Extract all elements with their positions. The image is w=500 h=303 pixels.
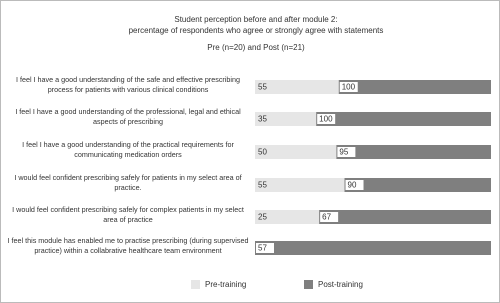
label-box xyxy=(345,180,364,190)
bar-segment xyxy=(344,178,491,192)
bar-segment xyxy=(255,145,337,159)
data-label: 25 xyxy=(258,213,267,222)
data-label: 50 xyxy=(258,148,267,157)
category-label: I feel I have a good understanding of th… xyxy=(15,75,241,94)
category-label: I feel I have a good understanding of th… xyxy=(22,140,234,159)
legend-label: Pre-training xyxy=(205,280,246,289)
label-box xyxy=(337,147,356,157)
category-label: I would feel confident prescribing safel… xyxy=(12,205,244,224)
chart-title: Student perception before and after modu… xyxy=(174,15,337,24)
data-label: 55 xyxy=(258,181,267,190)
chart-subtitle: percentage of respondents who agree or s… xyxy=(129,26,384,35)
label-box xyxy=(320,212,339,222)
bar-segment xyxy=(336,145,491,159)
label-box xyxy=(256,243,274,253)
data-label: 100 xyxy=(342,83,356,92)
label-box xyxy=(339,82,358,92)
bar-segment xyxy=(255,178,345,192)
category-label: I feel I have a good understanding of th… xyxy=(15,107,241,126)
annotation: Pre (n=20) and Post (n=21) xyxy=(207,43,305,52)
data-label: 35 xyxy=(258,115,267,124)
bar-segment xyxy=(255,112,317,126)
bar-segment xyxy=(255,80,339,94)
legend-swatch xyxy=(304,280,313,289)
category-label: I feel this module has enabled me to pra… xyxy=(7,236,249,255)
bar-segment xyxy=(316,112,491,126)
bar-segment xyxy=(255,210,320,224)
data-label: 57 xyxy=(258,244,267,253)
legend-label: Post-training xyxy=(318,280,363,289)
legend-swatch xyxy=(191,280,200,289)
data-label: 55 xyxy=(258,83,267,92)
data-label: 90 xyxy=(348,181,357,190)
bar-segment xyxy=(319,210,491,224)
data-label: 100 xyxy=(319,115,333,124)
label-box xyxy=(317,114,336,124)
data-label: 67 xyxy=(322,213,331,222)
bar-segment xyxy=(338,80,491,94)
category-label: I would feel confident prescribing safel… xyxy=(14,173,242,192)
bar-segment xyxy=(255,241,491,255)
data-label: 95 xyxy=(339,148,348,157)
